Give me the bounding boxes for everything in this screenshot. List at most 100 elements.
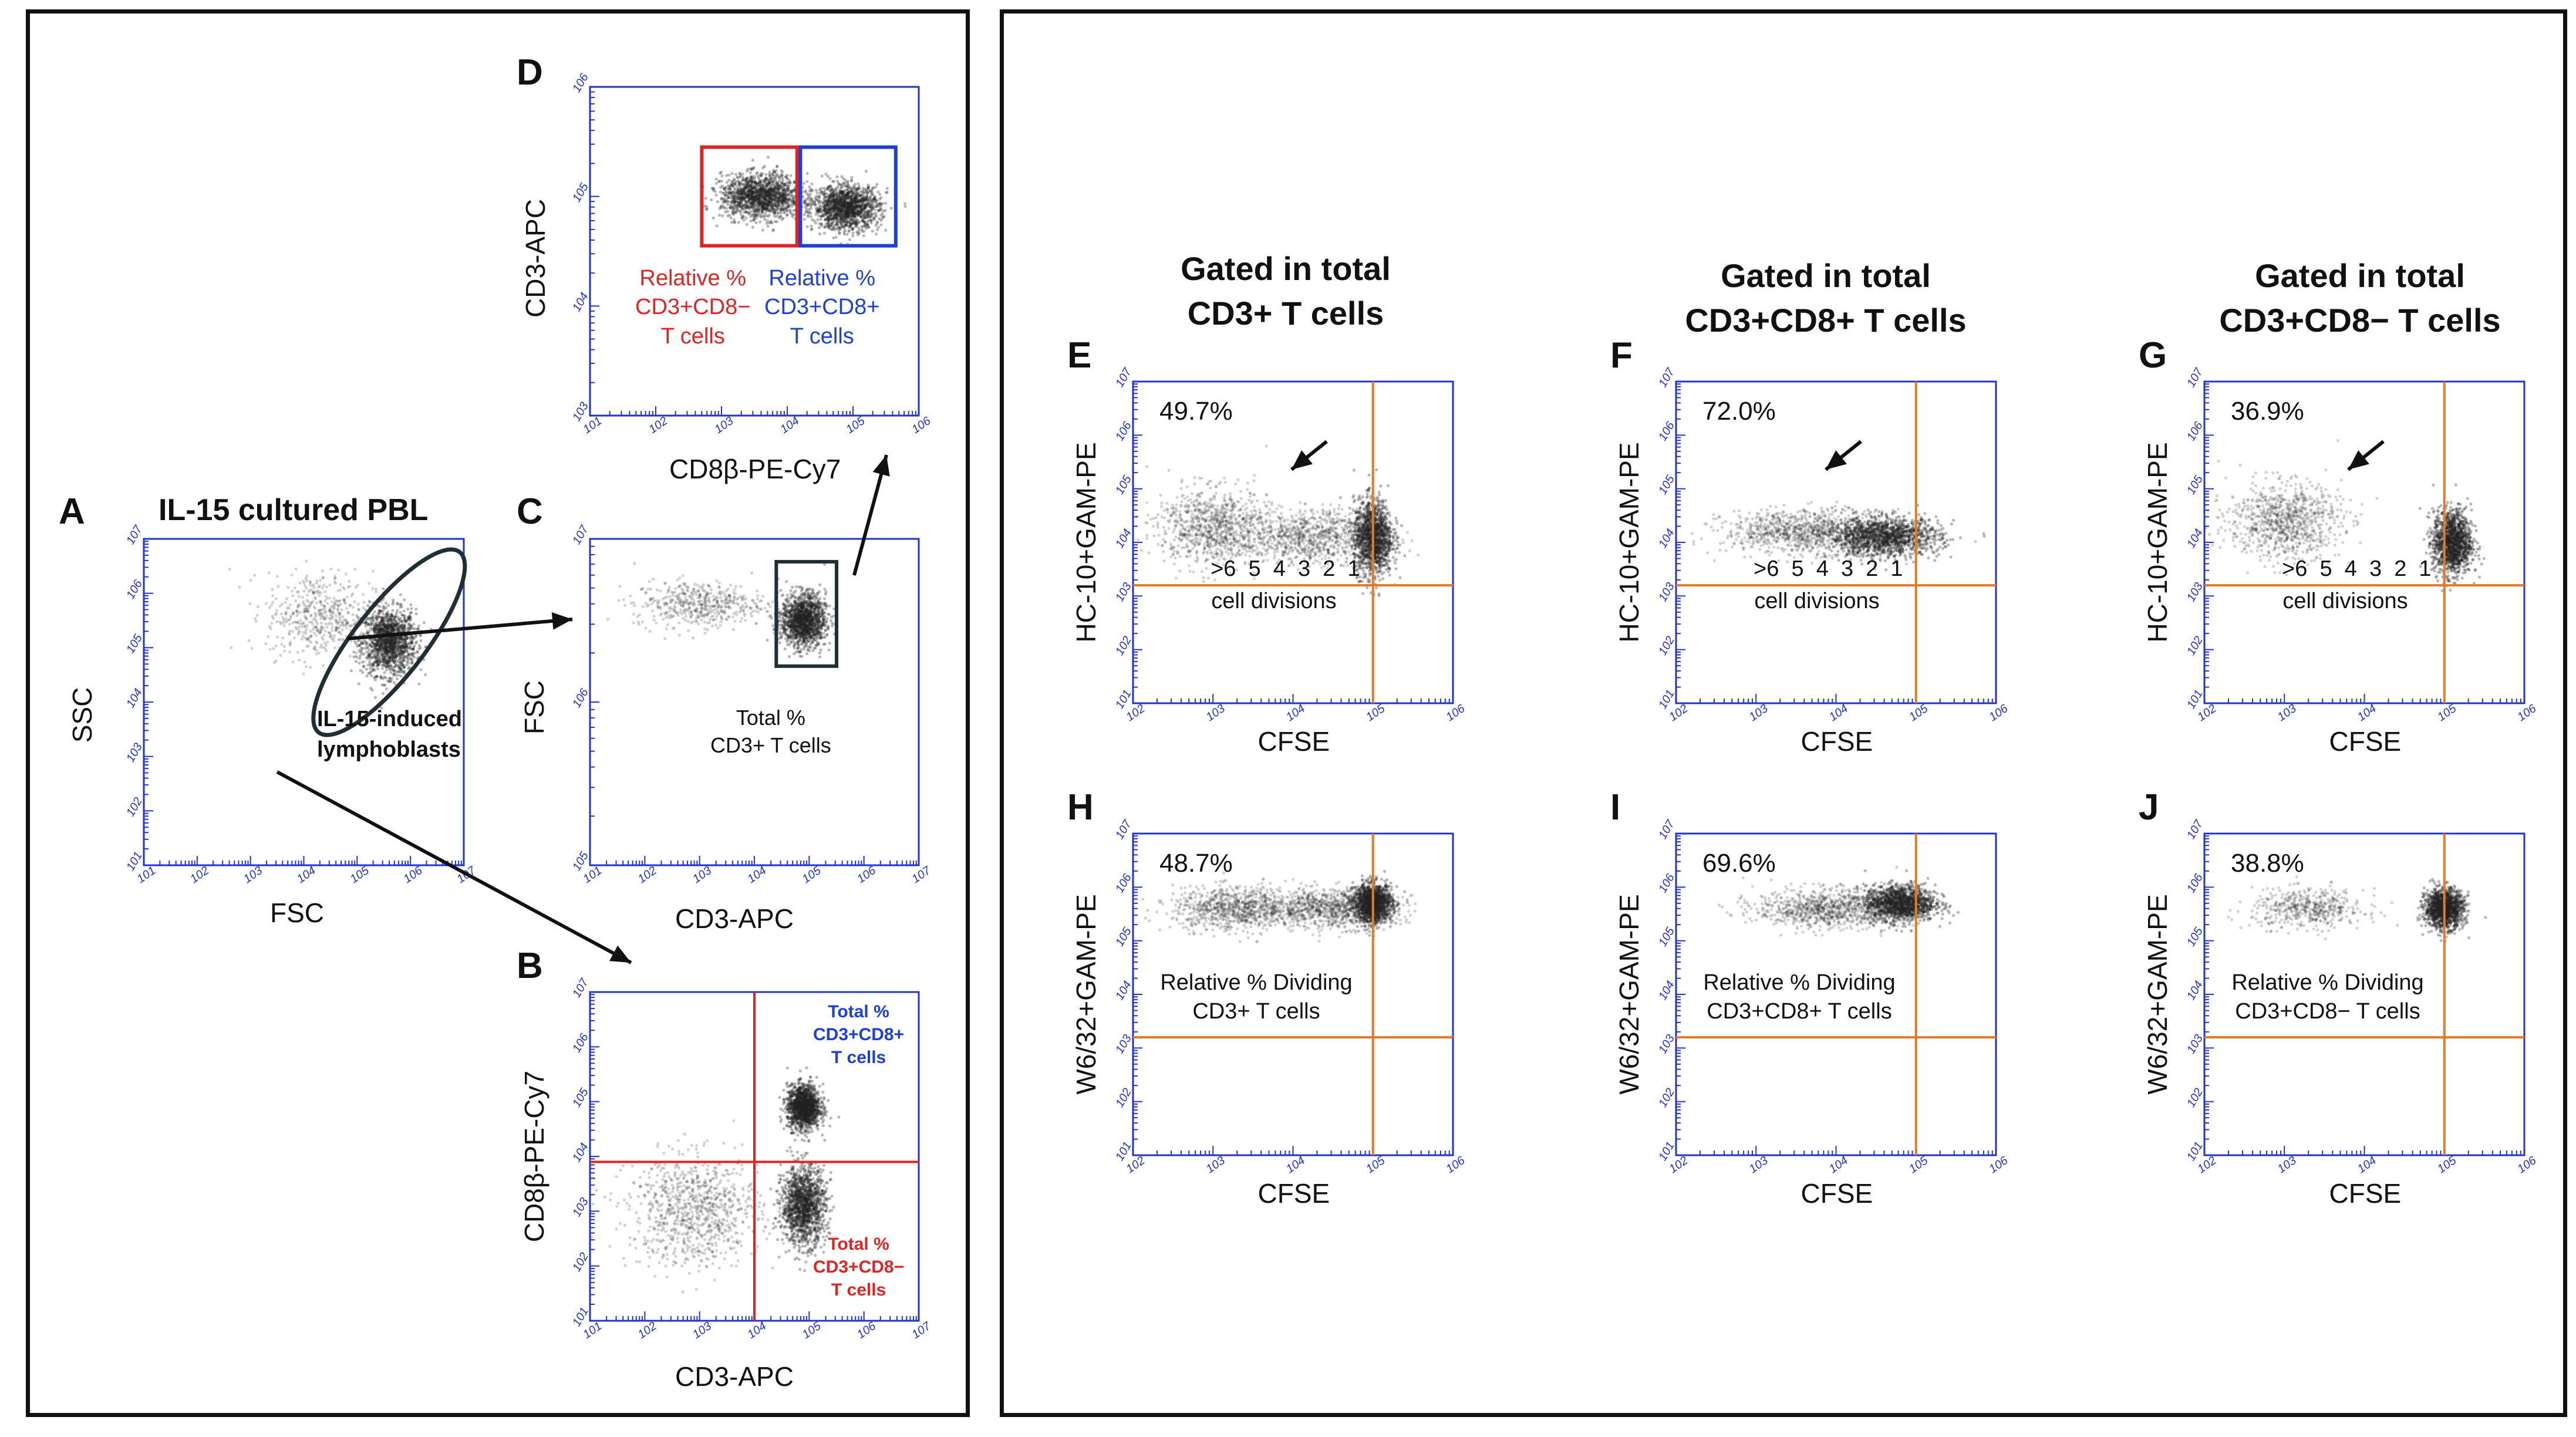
data-point xyxy=(392,672,396,676)
data-point xyxy=(247,639,251,642)
data-point xyxy=(337,568,340,572)
data-point xyxy=(288,642,292,646)
data-point xyxy=(785,1115,789,1119)
data-point xyxy=(784,1206,787,1210)
data-point xyxy=(390,626,394,630)
data-point xyxy=(776,1201,780,1205)
data-point xyxy=(805,1152,809,1155)
data-point xyxy=(813,1213,817,1217)
data-point xyxy=(402,629,406,633)
data-point xyxy=(376,640,379,644)
data-point xyxy=(812,1086,816,1089)
data-point xyxy=(407,616,410,620)
data-point xyxy=(335,621,339,625)
data-point xyxy=(310,620,313,623)
data-point xyxy=(319,625,323,628)
data-point xyxy=(382,661,385,664)
data-point xyxy=(383,646,387,650)
data-point xyxy=(410,625,413,628)
data-point xyxy=(391,642,395,645)
data-point xyxy=(805,1216,809,1220)
data-point xyxy=(816,1180,820,1184)
data-point xyxy=(377,609,381,612)
data-point xyxy=(356,602,360,606)
x-tick-label: 105 xyxy=(800,1319,824,1341)
data-point xyxy=(413,644,416,647)
data-point xyxy=(806,1193,810,1197)
data-point xyxy=(808,1220,811,1223)
data-point xyxy=(305,559,308,563)
data-point xyxy=(812,1098,815,1102)
data-point xyxy=(390,647,393,651)
data-point xyxy=(399,619,403,623)
data-point xyxy=(309,588,312,592)
data-point xyxy=(757,1205,761,1209)
data-point xyxy=(386,642,390,645)
data-point xyxy=(375,637,379,642)
data-point xyxy=(808,1188,811,1192)
data-point xyxy=(419,634,423,637)
data-point xyxy=(370,620,374,624)
data-point xyxy=(792,1180,796,1183)
data-point xyxy=(416,650,419,654)
data-point xyxy=(403,598,406,602)
data-point xyxy=(787,1215,790,1219)
data-point xyxy=(275,609,278,612)
data-point xyxy=(303,624,306,628)
data-point xyxy=(389,630,393,634)
data-point xyxy=(322,618,326,621)
data-point xyxy=(399,668,403,672)
data-point xyxy=(339,588,342,592)
data-point xyxy=(400,625,403,628)
data-point xyxy=(370,669,374,673)
data-point xyxy=(778,1199,782,1203)
data-point xyxy=(801,1202,804,1206)
data-point xyxy=(295,613,299,618)
data-point xyxy=(382,663,385,667)
data-point xyxy=(377,645,381,648)
data-point xyxy=(385,687,389,690)
data-point xyxy=(403,637,407,641)
data-point xyxy=(392,626,396,630)
data-point xyxy=(818,1084,821,1088)
data-point xyxy=(366,629,369,632)
data-point xyxy=(798,1077,801,1081)
data-point xyxy=(393,636,396,639)
data-point xyxy=(360,652,364,656)
data-point xyxy=(790,1233,794,1236)
data-point xyxy=(795,1170,799,1175)
data-point xyxy=(778,1181,781,1185)
data-point xyxy=(370,689,374,692)
data-point xyxy=(367,648,371,652)
data-point xyxy=(784,1183,787,1187)
data-point xyxy=(779,1174,783,1178)
data-point xyxy=(377,628,380,631)
data-point xyxy=(805,1066,808,1070)
data-point xyxy=(290,573,294,577)
data-point xyxy=(300,637,304,641)
data-point xyxy=(393,656,396,660)
data-point xyxy=(797,1244,800,1247)
data-point xyxy=(373,676,376,679)
data-point xyxy=(771,1222,776,1225)
data-point xyxy=(381,691,385,695)
data-point xyxy=(407,622,410,626)
data-point xyxy=(318,584,322,588)
data-point xyxy=(375,628,379,631)
data-point xyxy=(379,660,383,663)
data-point xyxy=(294,567,298,571)
data-point xyxy=(275,612,278,615)
data-point xyxy=(401,641,405,645)
data-point xyxy=(778,1177,782,1180)
data-point xyxy=(790,1238,793,1242)
data-point xyxy=(353,640,357,643)
data-point xyxy=(393,623,396,627)
data-point xyxy=(400,644,403,648)
data-point xyxy=(796,1134,800,1137)
x-tick-label: 107 xyxy=(909,1319,933,1341)
data-point xyxy=(301,649,305,653)
data-point xyxy=(322,664,325,667)
data-point xyxy=(394,663,398,667)
data-point xyxy=(285,597,288,601)
